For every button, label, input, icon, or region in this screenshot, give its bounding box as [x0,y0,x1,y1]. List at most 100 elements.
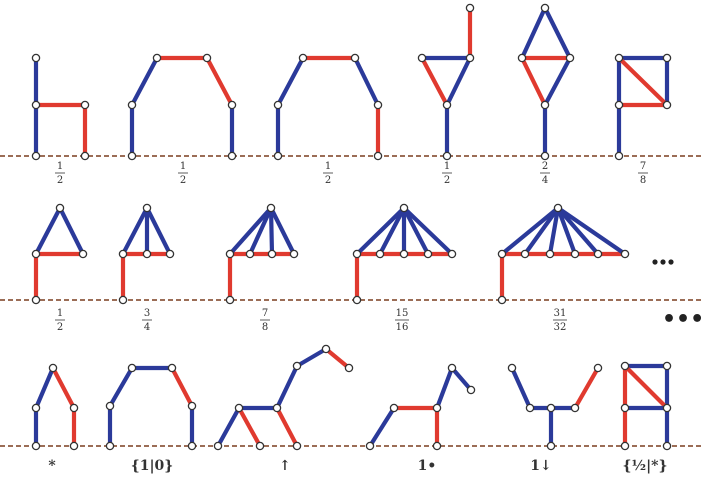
red-edge [572,365,601,411]
label-numerator: 7 [640,161,646,172]
label-r3-3: ↑ [279,458,291,474]
label-denominator: 2 [57,322,63,333]
blue-edge [547,205,561,257]
graph-node [614,100,624,110]
graph-node [399,203,409,213]
blue-edge [367,405,397,449]
label-r1-5: 2 4 [540,161,550,186]
label-denominator: 2 [444,175,450,186]
graph-node [245,249,255,259]
graph-node [31,151,41,161]
graph-node [465,53,475,63]
graph-node [614,53,624,63]
red-edge [419,55,450,108]
graph-node [525,403,535,413]
label-numerator: 3 [144,308,150,319]
graph-node [31,295,41,305]
label-r1-3: 1 2 [323,161,333,186]
red-edge [169,365,195,409]
graph-node [662,361,672,371]
blue-edge [215,405,242,449]
graph-node [662,100,672,110]
blue-edge [57,205,86,257]
graph-node [69,403,79,413]
graph-node [118,249,128,259]
blue-edge [555,205,628,257]
graph-node [80,100,90,110]
graph-node [442,100,452,110]
red-edge [274,405,300,449]
red-edge [622,363,670,411]
graph-node [142,249,152,259]
graph-node [31,441,41,451]
label-r2-5: 31 32 [553,308,567,333]
label-denominator: 4 [144,322,150,333]
ellipsis-dot [652,259,658,265]
graph-node [432,441,442,451]
graph-node [344,363,354,373]
graph-node [352,249,362,259]
blue-edge [268,205,275,257]
graph-node [69,441,79,451]
graph-node [31,403,41,413]
graph-node [520,249,530,259]
graph-node [507,363,517,373]
graph-node [570,249,580,259]
graph-node [593,249,603,259]
graph-node [365,441,375,451]
blue-edge [107,365,135,409]
label-r2-2: 3 4 [142,308,152,333]
blue-edge [354,205,407,257]
blue-edge [401,205,431,257]
label-denominator: 2 [180,175,186,186]
ellipsis-dot [668,259,674,265]
blue-edge [129,55,160,108]
ellipsis-dot [660,259,666,265]
blue-edge [499,205,561,257]
graph-node [187,401,197,411]
blue-edge [377,205,407,257]
blue-edge [33,205,63,257]
blue-edge [555,205,578,257]
graph-node [545,249,555,259]
graph-node [225,295,235,305]
graph-node [350,53,360,63]
graph-node [399,249,409,259]
graph-node [447,363,457,373]
label-r3-1: * [48,458,56,474]
graph-node [165,249,175,259]
graph-node [447,249,457,259]
blue-edge [555,205,601,257]
graph-node [546,441,556,451]
label-numerator: 31 [554,308,567,319]
graph-node [292,361,302,371]
blue-edge [247,205,274,257]
label-r1-4: 1 2 [442,161,452,186]
blue-edge [352,55,381,108]
graph-node [417,53,427,63]
graph-node [466,385,476,395]
graph-node [465,3,475,13]
graph-node [202,53,212,63]
graph-node [55,203,65,213]
graph-node [127,100,137,110]
blue-edge [275,55,306,108]
graph-node [553,203,563,213]
graph-node [167,363,177,373]
blue-edge [449,365,474,393]
blue-edge [542,55,573,108]
blue-edge [227,205,274,257]
graph-node [289,249,299,259]
red-edge [50,365,77,411]
graph-node [80,151,90,161]
graph-node [662,53,672,63]
graph-node [389,403,399,413]
label-r3-5: 1↓ [530,458,551,474]
graph-node [213,441,223,451]
graph-node [272,403,282,413]
blue-edge [509,365,533,411]
value-labels: 1 2 1 2 1 2 1 2 2 4 7 8 [48,161,704,474]
graph-node [497,249,507,259]
graph-node [620,249,630,259]
graph-node [614,151,624,161]
